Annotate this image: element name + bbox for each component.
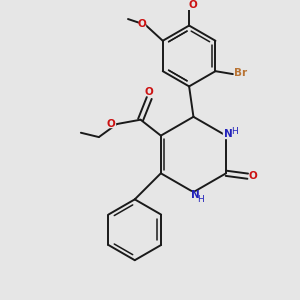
Text: O: O: [106, 119, 116, 129]
Text: O: O: [145, 87, 154, 97]
Text: H: H: [231, 127, 238, 136]
Text: H: H: [197, 195, 204, 204]
Bar: [107, 121, 115, 127]
Bar: [249, 173, 256, 179]
Bar: [190, 192, 201, 201]
Bar: [146, 89, 152, 95]
Text: N: N: [190, 190, 199, 200]
Text: Br: Br: [234, 68, 248, 79]
Text: O: O: [188, 0, 197, 10]
Text: O: O: [249, 171, 257, 181]
Bar: [139, 21, 145, 27]
Bar: [224, 130, 235, 138]
Text: O: O: [137, 19, 146, 29]
Text: N: N: [224, 129, 233, 139]
Bar: [190, 2, 196, 8]
